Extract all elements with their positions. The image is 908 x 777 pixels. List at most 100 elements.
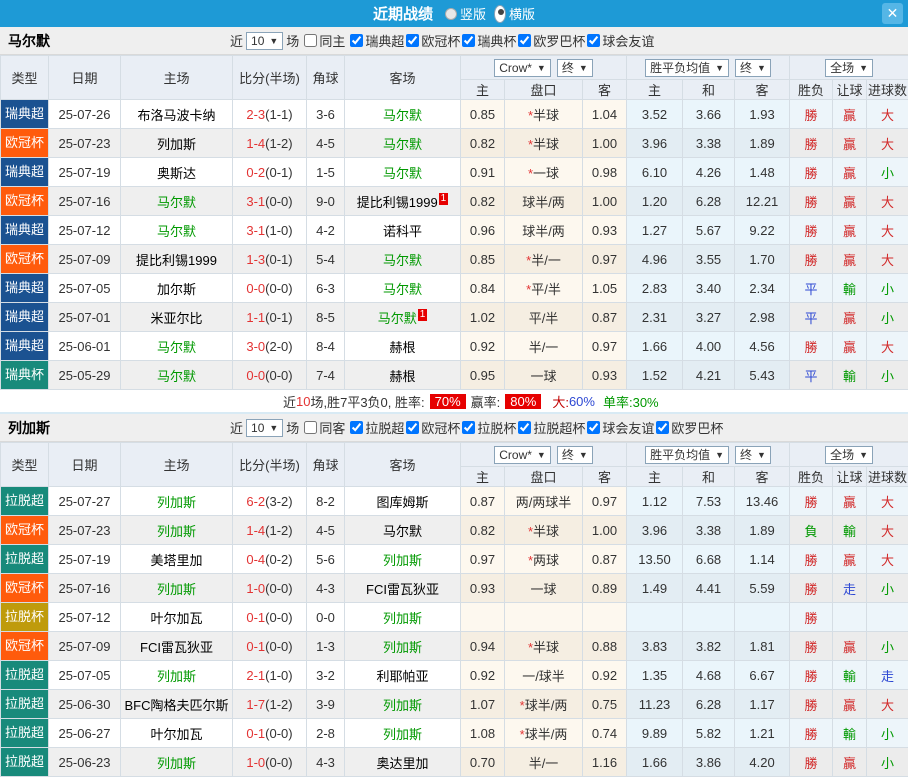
league-checkbox-1[interactable]: 欧冠杯 (406, 418, 460, 437)
same-venue-checkbox[interactable]: 同主 (304, 31, 345, 50)
league-checkbox-input[interactable] (656, 421, 669, 434)
league-checkbox-input[interactable] (518, 421, 531, 434)
league-checkbox-3[interactable]: 拉脱超杯 (518, 418, 585, 437)
horizontal-layout-label[interactable]: 横版 (509, 4, 535, 23)
handicap-text: 半球 (533, 108, 559, 123)
col-odds-away: 客 (583, 467, 627, 487)
handicap: 一球 (505, 574, 583, 603)
home-team: 马尔默 (157, 369, 196, 384)
league-checkbox-input[interactable] (518, 34, 531, 47)
league-checkbox-2[interactable]: 瑞典杯 (462, 31, 516, 50)
league-checkbox-0[interactable]: 瑞典超 (350, 31, 404, 50)
home-team-cell: 马尔默 (121, 187, 233, 216)
horizontal-layout-radio[interactable] (494, 5, 506, 23)
league-cell: 拉脱超 (1, 661, 49, 690)
table-header: 类型 日期 主场 比分(半场) 角球 客场 Crow*▼ 终▼ 胜平负均 (1, 56, 908, 100)
league-checkbox-5[interactable]: 欧罗巴杯 (656, 418, 723, 437)
avg-select[interactable]: 胜平负均值▼ (645, 59, 729, 77)
home-team-cell: 美塔里加 (121, 545, 233, 574)
fulltime-score: 1-4 (246, 136, 265, 151)
league-checkbox-input[interactable] (462, 421, 475, 434)
home-team: 列加斯 (157, 524, 196, 539)
vertical-layout-radio[interactable] (445, 8, 457, 20)
match-date: 25-07-12 (49, 216, 121, 245)
avg-draw: 3.38 (683, 129, 735, 158)
away-team-cell: 图库姆斯 (345, 487, 461, 516)
odds-final-select[interactable]: 终▼ (557, 446, 593, 464)
home-team: 列加斯 (157, 669, 196, 684)
handicap: *半球 (505, 632, 583, 661)
match-count-select[interactable]: 10▼ (246, 32, 283, 50)
col-home: 主场 (121, 56, 233, 100)
result-cell: 平 (790, 303, 833, 332)
avg-away: 9.22 (735, 216, 790, 245)
odds-home: 0.97 (461, 545, 505, 574)
close-icon[interactable]: ✕ (882, 3, 903, 24)
home-team-cell: 列加斯 (121, 129, 233, 158)
avg-home: 3.96 (627, 129, 683, 158)
avg-final-select[interactable]: 终▼ (735, 446, 771, 464)
league-checkbox-input[interactable] (406, 421, 419, 434)
vertical-layout-label[interactable]: 竖版 (460, 4, 486, 23)
handicap-text: 一球 (530, 369, 556, 384)
avg-draw: 6.28 (683, 187, 735, 216)
league-cell: 拉脱超 (1, 545, 49, 574)
home-team: 布洛马波卡纳 (137, 108, 215, 123)
same-venue-checkbox[interactable]: 同客 (304, 418, 345, 437)
handicap: 平/半 (505, 303, 583, 332)
league-checkbox-1[interactable]: 欧冠杯 (406, 31, 460, 50)
halftime-score: (0-2) (265, 552, 292, 567)
avg-draw: 4.41 (683, 574, 735, 603)
corner-score: 2-8 (307, 719, 345, 748)
fulltime-score: 6-2 (246, 494, 265, 509)
fulltime-score: 1-0 (246, 581, 265, 596)
home-team-cell: 列加斯 (121, 516, 233, 545)
league-checkbox-input[interactable] (406, 34, 419, 47)
odds-final-select[interactable]: 终▼ (557, 59, 593, 77)
league-checkbox-2[interactable]: 拉脱杯 (462, 418, 516, 437)
odds-home: 0.82 (461, 129, 505, 158)
match-date: 25-06-30 (49, 690, 121, 719)
avg-select[interactable]: 胜平负均值▼ (645, 446, 729, 464)
avg-odds-group: 胜平负均值▼ 终▼ (627, 443, 790, 467)
odds-home: 0.92 (461, 661, 505, 690)
handicap-result-cell: 贏 (833, 187, 867, 216)
fulltime-score: 0-0 (246, 281, 265, 296)
league-checkbox-4[interactable]: 球会友谊 (587, 418, 654, 437)
league-checkbox-input[interactable] (587, 421, 600, 434)
league-badge: 拉脱杯 (1, 603, 48, 631)
goals-cell: 小 (867, 303, 908, 332)
odds-home: 0.84 (461, 274, 505, 303)
scope-select[interactable]: 全场▼ (825, 59, 873, 77)
avg-home: 3.83 (627, 632, 683, 661)
score-cell: 1-7(1-2) (233, 690, 307, 719)
bookmaker-select[interactable]: Crow*▼ (494, 446, 551, 464)
league-checkbox-3[interactable]: 欧罗巴杯 (518, 31, 585, 50)
league-checkbox-4[interactable]: 球会友谊 (587, 31, 654, 50)
goals-cell: 大 (867, 216, 908, 245)
match-count-select[interactable]: 10▼ (246, 419, 283, 437)
scope-select[interactable]: 全场▼ (825, 446, 873, 464)
away-team-cell: 诺科平 (345, 216, 461, 245)
handicap-text: 半/一 (529, 756, 559, 771)
avg-final-select[interactable]: 终▼ (735, 59, 771, 77)
league-checkbox-input[interactable] (350, 34, 363, 47)
col-away: 客场 (345, 443, 461, 487)
bookmaker-select[interactable]: Crow*▼ (494, 59, 551, 77)
handicap-result-cell: 輸 (833, 361, 867, 390)
league-checkbox-input[interactable] (587, 34, 600, 47)
handicap: 一球 (505, 361, 583, 390)
away-team: 列加斯 (383, 611, 422, 626)
league-checkbox-label: 球会友谊 (602, 31, 654, 50)
league-checkbox-input[interactable] (350, 421, 363, 434)
avg-away: 1.48 (735, 158, 790, 187)
halftime-score: (1-2) (265, 136, 292, 151)
near-label: 近 (230, 418, 243, 437)
league-checkbox-input[interactable] (462, 34, 475, 47)
home-team: 列加斯 (157, 756, 196, 771)
avg-home: 3.96 (627, 516, 683, 545)
score-cell: 3-0(2-0) (233, 332, 307, 361)
league-checkbox-0[interactable]: 拉脱超 (350, 418, 404, 437)
avg-home: 6.10 (627, 158, 683, 187)
